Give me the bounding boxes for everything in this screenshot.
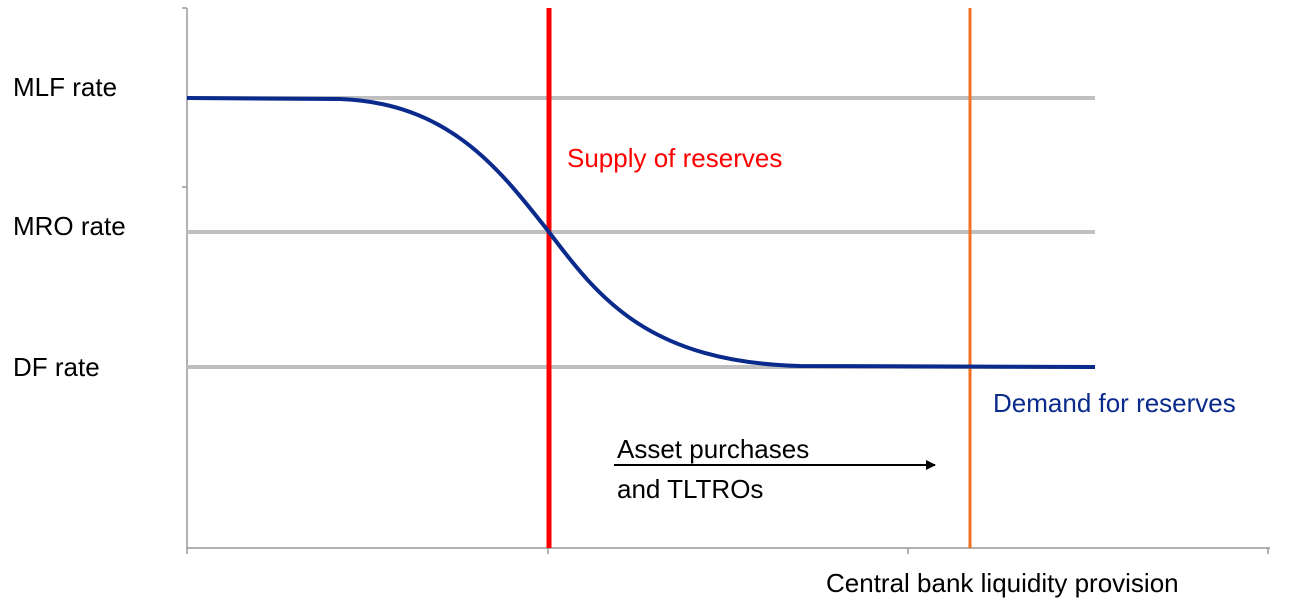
annotation: Asset purchases [617,434,809,464]
supply-label: Supply of reserves [567,143,782,173]
x-axis-label: Central bank liquidity provision [826,568,1179,598]
demand-label: Demand for reserves [993,388,1236,418]
rate-label: DF rate [13,352,100,382]
annotation: and TLTROs [617,474,763,504]
rate-label: MRO rate [13,211,126,241]
rate-label: MLF rate [13,72,117,102]
demand-curve [186,96,1096,369]
